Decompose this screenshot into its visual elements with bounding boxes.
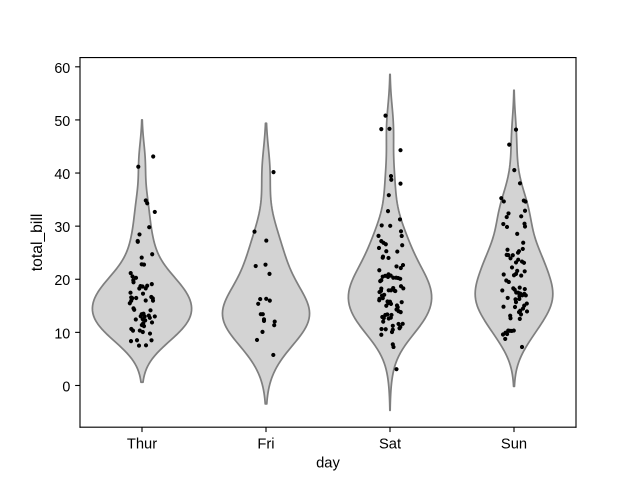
svg-text:60: 60 (54, 61, 70, 77)
svg-text:Fri: Fri (257, 437, 274, 453)
svg-text:40: 40 (54, 167, 70, 183)
svg-text:Thur: Thur (127, 437, 157, 453)
svg-text:50: 50 (54, 114, 70, 130)
svg-text:day: day (316, 456, 340, 472)
svg-text:Sun: Sun (501, 437, 527, 453)
svg-text:10: 10 (54, 326, 70, 342)
svg-text:0: 0 (62, 379, 70, 395)
svg-text:Sat: Sat (379, 437, 401, 453)
svg-text:30: 30 (54, 220, 70, 236)
svg-text:20: 20 (54, 273, 70, 289)
svg-text:total_bill: total_bill (29, 214, 46, 272)
